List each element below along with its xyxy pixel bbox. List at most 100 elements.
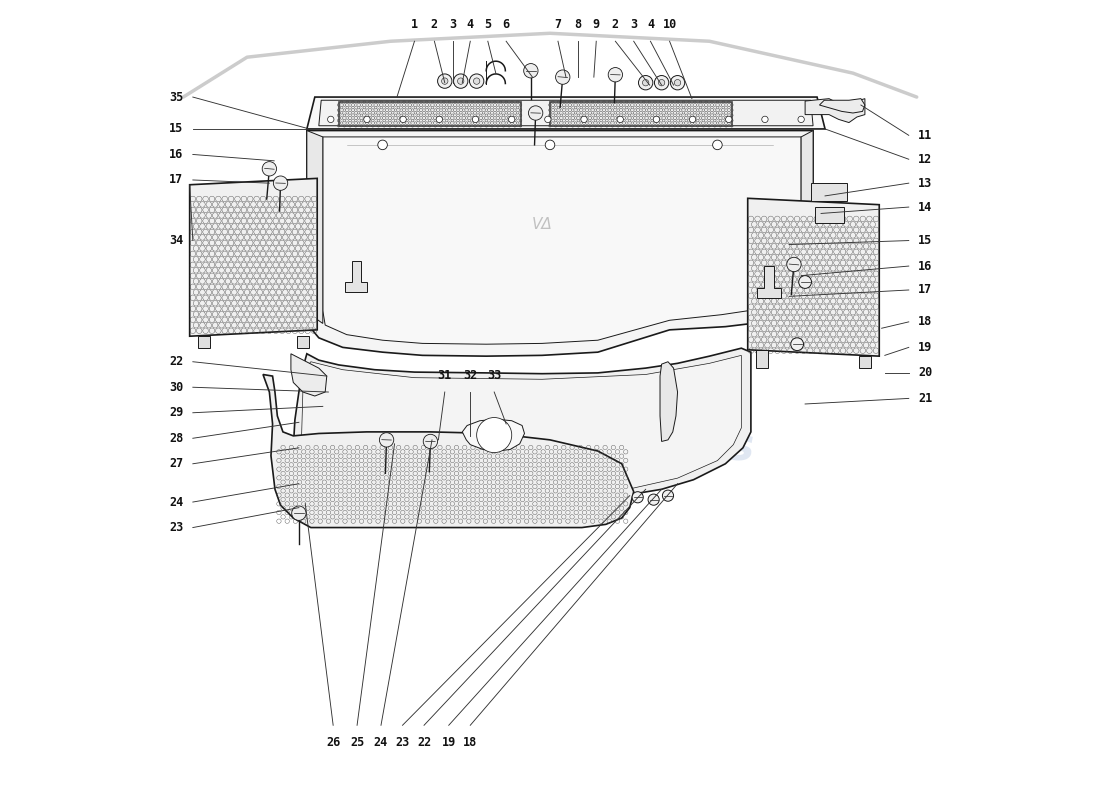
Circle shape [424, 434, 438, 449]
Text: 11: 11 [918, 129, 933, 142]
Text: 1: 1 [411, 18, 418, 31]
Circle shape [653, 116, 660, 122]
Polygon shape [820, 98, 865, 113]
Text: 10: 10 [662, 18, 676, 31]
Circle shape [438, 74, 452, 88]
Text: 15: 15 [918, 234, 933, 247]
Polygon shape [290, 354, 327, 396]
Circle shape [713, 140, 723, 150]
Polygon shape [756, 350, 768, 368]
Text: 28: 28 [169, 432, 184, 445]
Text: 4: 4 [647, 18, 654, 31]
Circle shape [544, 116, 551, 122]
Polygon shape [307, 130, 813, 356]
Circle shape [674, 79, 681, 86]
Text: 18: 18 [918, 315, 933, 328]
Circle shape [608, 67, 623, 82]
Circle shape [328, 116, 334, 122]
Bar [339, 102, 520, 126]
Circle shape [453, 74, 468, 88]
Circle shape [472, 116, 478, 122]
Polygon shape [307, 97, 825, 129]
Text: 21: 21 [918, 392, 933, 405]
Circle shape [262, 162, 276, 176]
Circle shape [528, 106, 542, 120]
Polygon shape [319, 100, 813, 126]
Circle shape [441, 78, 448, 84]
Text: 27: 27 [169, 458, 184, 470]
Circle shape [508, 116, 515, 122]
Circle shape [556, 70, 570, 84]
Polygon shape [189, 178, 317, 336]
Text: 24: 24 [374, 736, 388, 749]
Text: 3: 3 [449, 18, 456, 31]
Polygon shape [263, 374, 634, 527]
Text: 2: 2 [612, 18, 619, 31]
Circle shape [799, 276, 812, 288]
Circle shape [546, 140, 554, 150]
Text: 20: 20 [918, 366, 933, 379]
Polygon shape [805, 98, 865, 122]
Circle shape [632, 492, 644, 503]
Circle shape [648, 494, 659, 506]
Polygon shape [660, 362, 678, 442]
Text: VΔ: VΔ [531, 217, 552, 232]
Text: 17: 17 [918, 283, 933, 297]
Polygon shape [301, 355, 741, 499]
Text: 35: 35 [169, 90, 184, 103]
Circle shape [400, 116, 406, 122]
Text: 18: 18 [463, 736, 477, 749]
Circle shape [662, 490, 673, 502]
Circle shape [670, 75, 684, 90]
Circle shape [654, 75, 669, 90]
Circle shape [726, 116, 732, 122]
Text: 23: 23 [169, 521, 184, 534]
Bar [550, 102, 732, 126]
Circle shape [458, 78, 464, 84]
Circle shape [581, 116, 587, 122]
Polygon shape [297, 336, 309, 348]
Text: 31: 31 [438, 369, 452, 382]
Circle shape [476, 418, 512, 453]
Text: 9: 9 [593, 18, 600, 31]
Text: 30: 30 [169, 381, 184, 394]
Circle shape [524, 63, 538, 78]
Circle shape [791, 338, 803, 350]
Polygon shape [801, 130, 813, 290]
Polygon shape [748, 198, 879, 356]
Text: 13: 13 [918, 177, 933, 190]
Text: 14: 14 [918, 201, 933, 214]
Circle shape [364, 116, 370, 122]
Circle shape [659, 79, 664, 86]
Text: 22: 22 [169, 355, 184, 368]
Text: 4: 4 [466, 18, 474, 31]
Text: 19: 19 [441, 736, 455, 749]
Text: 8: 8 [574, 18, 582, 31]
Text: 3: 3 [630, 18, 637, 31]
Polygon shape [757, 266, 781, 298]
Text: 33: 33 [487, 369, 502, 382]
Text: 24: 24 [169, 495, 184, 509]
Circle shape [617, 116, 624, 122]
Circle shape [379, 433, 394, 447]
Polygon shape [859, 356, 871, 368]
Text: 16: 16 [918, 259, 933, 273]
Text: 34: 34 [169, 234, 184, 247]
Circle shape [690, 116, 696, 122]
Text: 22: 22 [417, 736, 431, 749]
Circle shape [436, 116, 442, 122]
Circle shape [638, 75, 652, 90]
Text: 12: 12 [918, 153, 933, 166]
Polygon shape [462, 419, 525, 451]
Circle shape [642, 79, 649, 86]
Circle shape [274, 176, 288, 190]
Text: 29: 29 [169, 406, 184, 419]
Circle shape [470, 74, 484, 88]
Polygon shape [322, 137, 801, 344]
Text: 2: 2 [431, 18, 438, 31]
Circle shape [762, 116, 768, 122]
Text: 17: 17 [169, 174, 184, 186]
Circle shape [292, 506, 306, 520]
FancyBboxPatch shape [812, 183, 847, 201]
Circle shape [786, 258, 801, 272]
